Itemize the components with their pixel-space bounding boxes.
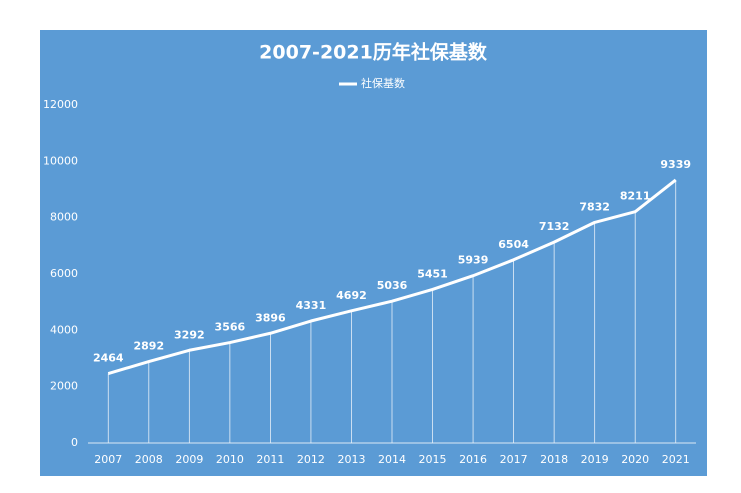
data-label: 7132: [539, 220, 570, 233]
x-tick-label: 2013: [337, 453, 365, 466]
chart-title: 2007-2021历年社保基数: [259, 41, 488, 64]
x-tick-label: 2012: [297, 453, 325, 466]
data-label: 5451: [417, 267, 448, 280]
x-tick-label: 2020: [621, 453, 649, 466]
x-tick-label: 2016: [459, 453, 487, 466]
y-tick-label: 4000: [50, 323, 78, 336]
y-tick-label: 2000: [50, 380, 78, 393]
x-tick-label: 2010: [216, 453, 244, 466]
x-tick-label: 2014: [378, 453, 406, 466]
data-label: 3292: [174, 328, 205, 341]
x-tick-label: 2021: [662, 453, 690, 466]
y-tick-label: 0: [71, 436, 78, 449]
y-tick-label: 6000: [50, 267, 78, 280]
series-line: [107, 178, 677, 376]
x-tick-label: 2011: [256, 453, 284, 466]
x-tick-label: 2009: [175, 453, 203, 466]
data-label: 2892: [133, 340, 164, 353]
data-label: 3896: [255, 311, 286, 324]
data-label: 4692: [336, 289, 367, 302]
data-label: 9339: [660, 158, 691, 171]
x-tick-label: 2017: [500, 453, 528, 466]
x-tick-label: 2007: [94, 453, 122, 466]
data-label: 5939: [458, 254, 489, 267]
data-label: 2464: [93, 352, 124, 365]
x-tick-label: 2015: [419, 453, 447, 466]
legend-label: 社保基数: [361, 76, 405, 90]
y-tick-label: 12000: [43, 98, 78, 111]
data-label: 5036: [377, 279, 408, 292]
data-label: 8211: [620, 190, 651, 203]
data-label: 4331: [296, 299, 327, 312]
x-tick-label: 2008: [135, 453, 163, 466]
y-tick-label: 10000: [43, 154, 78, 167]
data-label: 7832: [579, 200, 610, 213]
data-label: 6504: [498, 238, 529, 251]
x-tick-label: 2019: [581, 453, 609, 466]
x-tick-label: 2018: [540, 453, 568, 466]
data-label: 3566: [215, 321, 246, 334]
y-tick-label: 8000: [50, 211, 78, 224]
chart-background: [40, 30, 707, 476]
